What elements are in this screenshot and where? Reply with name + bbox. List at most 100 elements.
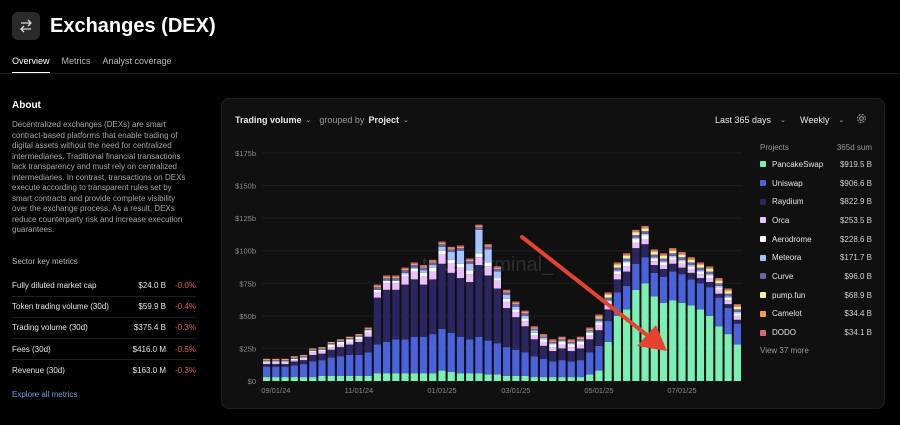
tab-overview[interactable]: Overview xyxy=(12,56,50,73)
bar-segment xyxy=(419,284,428,337)
legend-item-aerodrome[interactable]: Aerodrome $228.6 B xyxy=(760,230,872,249)
chevron-down-icon[interactable]: ⌄ xyxy=(402,117,409,124)
bar-segment xyxy=(576,377,585,381)
legend-item-curve[interactable]: Curve $96.0 B xyxy=(760,267,872,286)
bar-segment xyxy=(521,321,529,327)
bar-segment xyxy=(272,361,280,363)
bar-segment xyxy=(586,327,594,329)
legend-item-orca[interactable]: Orca $253.5 B xyxy=(760,211,872,230)
bar-segment xyxy=(290,356,298,358)
bar-segment xyxy=(567,347,575,352)
metric-change: -0.3% xyxy=(175,323,196,333)
bar-segment xyxy=(724,293,732,297)
bar-segment xyxy=(493,268,501,272)
bar-segment xyxy=(558,341,566,345)
legend-item-dodo[interactable]: DODO $34.1 B xyxy=(760,323,872,342)
bar-segment xyxy=(346,338,354,340)
bar-segment xyxy=(263,364,271,367)
gear-icon[interactable] xyxy=(856,113,867,124)
about-line: reduce counterparty risk and increase ex… xyxy=(12,214,183,224)
legend-value: $68.9 B xyxy=(844,290,872,300)
legend-name: Meteora xyxy=(772,253,802,263)
bar-segment xyxy=(558,344,566,349)
bar-segment xyxy=(272,362,280,365)
bar-segment xyxy=(706,271,714,275)
bar-segment xyxy=(419,265,428,267)
bar-segment xyxy=(447,248,455,250)
bar-segment xyxy=(419,266,428,268)
bar-segment xyxy=(272,377,280,381)
bar-segment xyxy=(613,279,621,293)
metric-row-fees[interactable]: Fees (30d) $416.0 M -0.5% xyxy=(12,338,196,359)
x-tick-label: 07/01/25 xyxy=(667,386,696,395)
legend-item-pancakeswap[interactable]: PancakeSwap $919.5 B xyxy=(760,155,872,174)
bar-segment xyxy=(410,268,418,272)
bar-segment xyxy=(659,302,668,381)
bar-segment xyxy=(706,267,714,269)
bar-segment xyxy=(641,257,649,284)
legend-item-meteora[interactable]: Meteora $171.7 B xyxy=(760,248,872,267)
bar-segment xyxy=(669,250,677,254)
bar-segment xyxy=(419,276,428,285)
legend-item-pump-fun[interactable]: pump.fun $68.9 B xyxy=(760,286,872,305)
bar-segment xyxy=(733,309,741,312)
chevron-down-icon[interactable]: ⌄ xyxy=(305,117,312,124)
legend-name: DODO xyxy=(772,328,796,338)
bar-segment xyxy=(586,331,594,333)
tab-metrics[interactable]: Metrics xyxy=(61,56,91,66)
bar-segment xyxy=(567,341,575,344)
bar-segment xyxy=(355,375,363,381)
bar-segment xyxy=(392,373,400,381)
metric-row-fdmc[interactable]: Fully diluted market cap $24.0 B -0.0% xyxy=(12,275,196,296)
bar-segment xyxy=(364,352,372,376)
legend-item-uniswap[interactable]: Uniswap $906.6 B xyxy=(760,174,872,193)
metric-row-trading-volume[interactable]: Trading volume (30d) $375.4 B -0.3% xyxy=(12,316,196,338)
metric-row-revenue[interactable]: Revenue (30d) $163.0 M -0.3% xyxy=(12,359,196,380)
metric-row-token-trading-volume[interactable]: Token trading volume (30d) $59.9 B -0.4% xyxy=(12,295,196,317)
bar-segment xyxy=(327,349,335,358)
bar-segment xyxy=(530,339,538,357)
tab-analyst-coverage[interactable]: Analyst coverage xyxy=(102,56,172,66)
bar-segment xyxy=(475,336,483,374)
bar-segment xyxy=(318,351,326,354)
bar-segment xyxy=(419,336,428,374)
y-tick-label: $100b xyxy=(235,247,256,256)
interval-label: Weekly xyxy=(800,115,830,125)
bar-segment xyxy=(733,311,741,314)
interval-dropdown[interactable]: Weekly ⌄ xyxy=(800,115,844,125)
bar-segment xyxy=(466,373,474,381)
bar-segment xyxy=(595,370,603,381)
legend-item-raydium[interactable]: Raydium $822.9 B xyxy=(760,192,872,211)
range-dropdown[interactable]: Last 365 days ⌄ xyxy=(715,115,786,125)
bar-segment xyxy=(466,259,474,262)
bar-segment xyxy=(706,266,714,268)
bar-segment xyxy=(632,238,640,243)
bar-segment xyxy=(539,338,548,340)
bar-segment xyxy=(539,377,548,381)
bar-segment xyxy=(438,244,446,247)
bar-segment xyxy=(281,364,289,367)
group-dropdown[interactable]: Project xyxy=(368,115,399,125)
bar-segment xyxy=(475,225,483,228)
metric-dropdown[interactable]: Trading volume xyxy=(235,115,302,125)
bar-segment xyxy=(576,341,585,345)
bar-segment xyxy=(392,275,400,277)
bar-segment xyxy=(401,373,409,381)
view-more-link[interactable]: View 37 more xyxy=(760,345,809,355)
about-line: guarantees. xyxy=(12,225,55,234)
bar-segment xyxy=(641,233,649,236)
bar-segment xyxy=(456,248,465,251)
bar-segment xyxy=(429,261,437,263)
bar-segment xyxy=(410,336,418,374)
bar-segment xyxy=(355,334,363,336)
chart-title-controls: Trading volume ⌄ grouped by Project ⌄ xyxy=(235,115,409,125)
bar-segment xyxy=(530,356,538,378)
bar-segment xyxy=(586,332,594,336)
trading-volume-chart: $0$25b$50b$75b$100b$125b$150b$175btokent… xyxy=(235,149,742,395)
bar-segment xyxy=(447,263,455,273)
bar-segment xyxy=(299,360,308,365)
legend-item-camelot[interactable]: Camelot $34.4 B xyxy=(760,305,872,324)
metric-change: -0.0% xyxy=(175,280,196,290)
bar-segment xyxy=(503,375,511,381)
explore-all-metrics-link[interactable]: Explore all metrics xyxy=(12,390,78,400)
